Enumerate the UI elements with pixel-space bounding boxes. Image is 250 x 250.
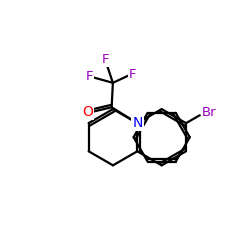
Text: F: F	[86, 70, 94, 83]
Text: O: O	[82, 105, 94, 119]
Text: F: F	[129, 68, 136, 81]
Text: Br: Br	[202, 106, 217, 119]
Text: N: N	[132, 116, 142, 130]
Text: F: F	[102, 53, 109, 66]
